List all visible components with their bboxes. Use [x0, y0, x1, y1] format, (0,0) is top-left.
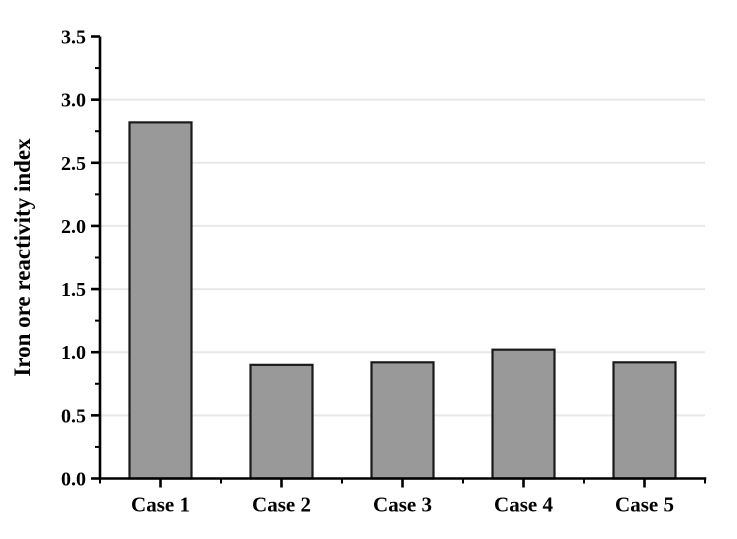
bar-case-3 [370, 361, 435, 480]
y-tick-label: 3.0 [61, 90, 86, 112]
bar-case-4 [491, 348, 556, 480]
y-axis-title: Iron ore reactivity index [10, 138, 35, 377]
x-category-label: Case 4 [494, 493, 553, 517]
y-tick-label: 1.0 [61, 342, 86, 364]
y-tick-label: 0.0 [61, 469, 86, 491]
x-category-label: Case 3 [373, 493, 432, 517]
y-tick-label: 2.5 [61, 153, 86, 175]
y-tick-label: 3.5 [61, 27, 86, 49]
y-tick-label: 1.5 [61, 279, 86, 301]
x-category-label: Case 5 [615, 493, 674, 517]
x-category-label: Case 2 [252, 493, 311, 517]
bar-case-1 [128, 121, 193, 480]
y-tick-label: 0.5 [61, 405, 86, 427]
bar-case-2 [249, 363, 314, 480]
y-tick-label: 2.0 [61, 216, 86, 238]
bar-case-5 [612, 361, 677, 480]
x-category-label: Case 1 [131, 493, 190, 517]
